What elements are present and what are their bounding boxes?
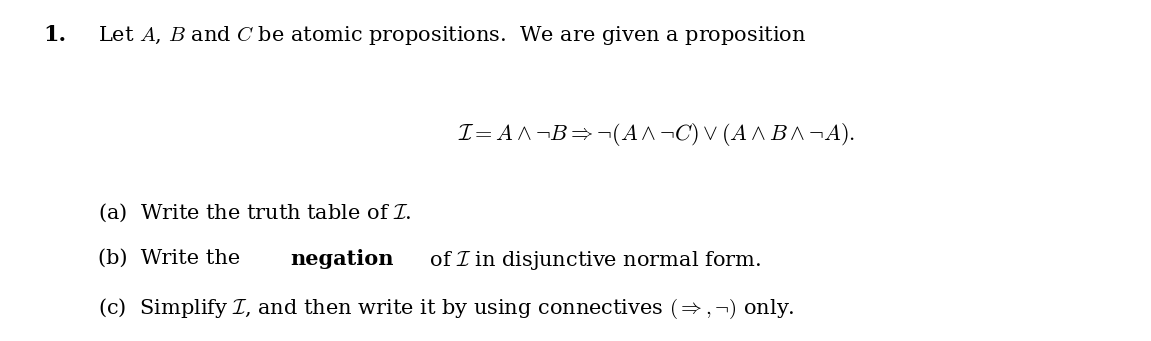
Text: negation: negation xyxy=(290,249,394,269)
Text: (c)  Simplify $\mathcal{I}$, and then write it by using connectives $(\Rightarro: (c) Simplify $\mathcal{I}$, and then wri… xyxy=(98,297,794,321)
Text: (b)  Write the: (b) Write the xyxy=(98,249,246,268)
Text: Let $A$, $B$ and $C$ be atomic propositions.  We are given a proposition: Let $A$, $B$ and $C$ be atomic propositi… xyxy=(98,24,806,47)
Text: (a)  Write the truth table of $\mathcal{I}$.: (a) Write the truth table of $\mathcal{I… xyxy=(98,201,411,224)
Text: 1.: 1. xyxy=(44,24,67,46)
Text: $\mathcal{I} = A \wedge \neg B \Rightarrow \neg(A \wedge \neg C) \vee (A \wedge : $\mathcal{I} = A \wedge \neg B \Rightarr… xyxy=(458,121,854,148)
Text: of $\mathcal{I}$ in disjunctive normal form.: of $\mathcal{I}$ in disjunctive normal f… xyxy=(424,249,762,272)
